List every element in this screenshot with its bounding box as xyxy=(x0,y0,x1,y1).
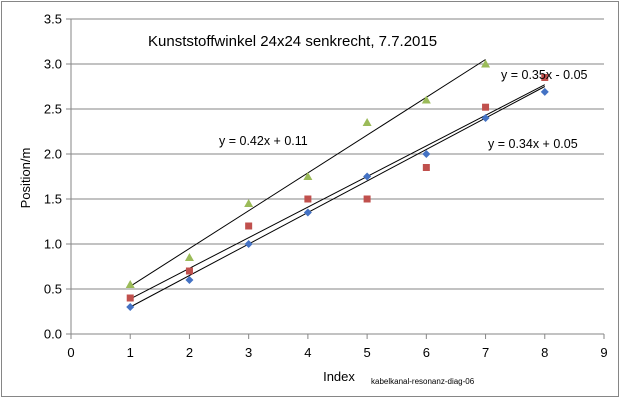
y-axis-title: Position/m xyxy=(18,148,33,209)
data-point-triangle xyxy=(125,280,135,288)
x-tick-label: 6 xyxy=(423,345,430,360)
y-tick-label: 3.0 xyxy=(44,57,62,72)
trendline-3 xyxy=(129,84,546,300)
y-tick-label: 2.5 xyxy=(44,102,62,117)
x-tick-label: 4 xyxy=(304,345,311,360)
chart-title: Kunststoffwinkel 24x24 senkrecht, 7.7.20… xyxy=(148,33,437,50)
y-tick-label: 0.0 xyxy=(44,327,62,342)
data-point-triangle xyxy=(362,118,372,126)
data-point-diamond xyxy=(244,240,253,248)
data-point-square xyxy=(541,74,549,81)
x-tick-label: 7 xyxy=(482,345,489,360)
data-point-square xyxy=(126,294,134,302)
trendline-equation-1: y = 0.42x + 0.11 xyxy=(219,134,308,148)
data-point-diamond xyxy=(126,303,135,311)
data-point-diamond xyxy=(303,208,312,217)
data-point-triangle xyxy=(184,253,194,261)
y-tick-label: 1.5 xyxy=(44,192,62,207)
y-tick-label: 2.0 xyxy=(44,147,62,162)
trendline-equation-3: y = 0.34x + 0.05 xyxy=(488,137,578,151)
trendline-equation-2: y = 0.35x - 0.05 xyxy=(501,68,588,82)
data-point-diamond xyxy=(422,150,431,158)
data-point-square xyxy=(185,267,193,275)
data-point-triangle xyxy=(481,59,491,68)
data-point-diamond xyxy=(185,276,194,284)
data-point-diamond xyxy=(481,114,490,122)
data-point-square xyxy=(363,195,371,203)
y-tick-label: 3.5 xyxy=(44,12,62,27)
data-point-triangle xyxy=(421,95,431,104)
data-point-triangle xyxy=(303,172,313,180)
axes xyxy=(66,18,605,339)
data-point-triangle xyxy=(244,199,254,207)
image-caption: kabelkanal-resonanz-diag-06 xyxy=(371,377,475,386)
data-point-square xyxy=(422,164,430,171)
x-tick-label: 8 xyxy=(541,345,548,360)
tick-labels: 0.0 0.5 1.0 1.5 2.0 2.5 3.0 3.5 0 1 2 3 4 5 6 7 8 9 xyxy=(44,12,608,361)
x-tick-label: 2 xyxy=(186,345,193,360)
trendline-2 xyxy=(129,86,546,308)
y-tick-label: 0.5 xyxy=(44,282,62,297)
data-point-square xyxy=(304,195,312,203)
data-point-diamond xyxy=(363,172,372,181)
data-point-square xyxy=(482,103,490,111)
gridlines xyxy=(71,18,604,290)
x-tick-label: 3 xyxy=(245,345,252,360)
x-tick-label: 0 xyxy=(67,345,74,360)
y-tick-label: 1.0 xyxy=(44,237,62,252)
data-point-diamond xyxy=(540,87,549,96)
x-tick-label: 1 xyxy=(127,345,134,360)
x-axis-title: Index xyxy=(323,369,355,384)
x-tick-label: 5 xyxy=(363,345,370,360)
data-point-square xyxy=(245,222,253,230)
x-tick-label: 9 xyxy=(600,345,607,360)
data-points xyxy=(125,59,549,311)
